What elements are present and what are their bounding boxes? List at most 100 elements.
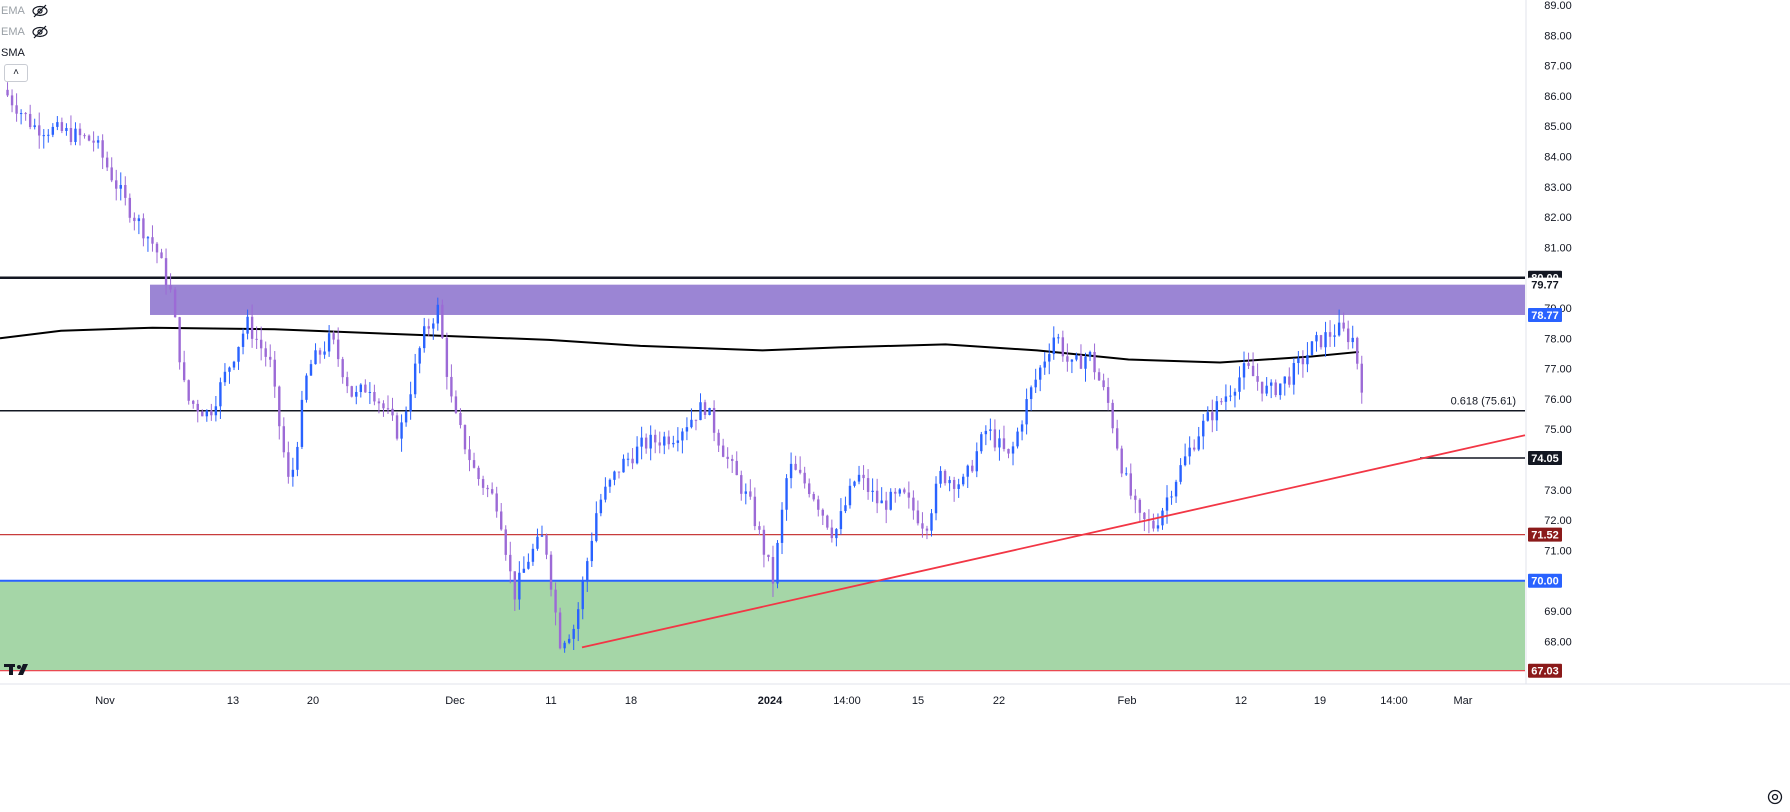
candle-body	[1269, 382, 1273, 386]
candle-body	[427, 326, 430, 329]
y-tick-label: 75.00	[1544, 424, 1572, 436]
candle-body	[1319, 335, 1323, 348]
candle-body	[386, 408, 390, 410]
candle-body	[237, 346, 240, 362]
price-label: 78.77	[1531, 310, 1559, 322]
price-label: 74.05	[1531, 453, 1559, 465]
candle-body	[282, 426, 286, 453]
candle-body	[187, 380, 190, 401]
candle-body	[305, 375, 308, 400]
candle-body	[214, 406, 218, 416]
candle-body	[1152, 520, 1155, 529]
candle-body	[1351, 337, 1354, 343]
candle-body	[776, 542, 779, 584]
legend-ema-1[interactable]: EMA	[0, 0, 49, 21]
candle-body	[1328, 332, 1332, 337]
candle-body	[1134, 495, 1137, 500]
candle-body	[1161, 510, 1164, 526]
candle-body	[273, 359, 276, 387]
candle-body	[1088, 351, 1092, 357]
candle-body	[490, 489, 494, 494]
candle-body	[1337, 322, 1341, 336]
candle-body	[749, 491, 752, 497]
candle-body	[1324, 332, 1327, 348]
candle-body	[943, 470, 947, 484]
candle-body	[975, 451, 978, 472]
candle-body	[717, 432, 720, 446]
candle-body	[1138, 499, 1142, 513]
trendline-layer	[581, 434, 1526, 649]
candle-body	[1356, 337, 1359, 364]
candle-body	[622, 458, 625, 473]
candle-body	[1016, 431, 1019, 447]
y-tick-label: 71.00	[1544, 545, 1572, 557]
candle-body	[1174, 481, 1178, 497]
candle-body	[51, 126, 55, 135]
candle-body	[767, 554, 770, 558]
x-tick-label: 12	[1235, 695, 1247, 707]
candle-body	[78, 128, 82, 136]
candle-body	[278, 386, 281, 427]
candle-body	[948, 479, 951, 484]
candle-body	[731, 458, 734, 461]
eye-off-icon[interactable]	[31, 25, 49, 39]
candle-body	[866, 478, 870, 492]
candle-body	[1260, 381, 1264, 394]
candle-body	[1220, 401, 1223, 403]
candle-body	[613, 471, 616, 480]
candle-body	[454, 396, 458, 413]
x-tick-label: 11	[545, 695, 556, 707]
candle-body	[545, 535, 548, 555]
candle-body	[753, 496, 757, 527]
candle-body	[758, 526, 761, 530]
candle-body	[712, 407, 716, 433]
candle-body	[296, 446, 299, 470]
candle-body	[789, 463, 793, 479]
candle-body	[853, 481, 856, 486]
candle-body	[359, 384, 363, 392]
candle-body	[495, 493, 498, 512]
candle-body	[332, 333, 335, 340]
candle-body	[694, 419, 698, 421]
indicator-legend: EMA EMA SMA	[0, 0, 49, 63]
candle-body	[780, 509, 784, 543]
candle-body	[744, 491, 747, 494]
x-axis-panel	[0, 684, 1790, 812]
candle-body	[1120, 448, 1123, 474]
candle-body	[649, 434, 652, 449]
legend-sma[interactable]: SMA	[0, 42, 49, 63]
candle-body	[1265, 385, 1268, 394]
candle-body	[658, 442, 661, 446]
candle-body	[309, 364, 313, 376]
y-tick-label: 77.00	[1544, 364, 1572, 376]
candle-body	[137, 218, 141, 222]
trendline	[581, 434, 1526, 649]
candle-body	[1115, 428, 1119, 449]
candle-body	[124, 185, 127, 198]
candle-body	[835, 529, 838, 539]
eye-off-icon[interactable]	[31, 4, 49, 18]
candle-body	[885, 500, 888, 510]
candle-body	[264, 348, 267, 357]
candle-body	[1129, 473, 1132, 496]
candle-body	[318, 350, 322, 355]
collapse-legend-button[interactable]: ˄	[4, 64, 28, 82]
gear-icon[interactable]	[1766, 788, 1784, 806]
candle-body	[1301, 358, 1305, 365]
y-tick-label: 78.00	[1544, 333, 1572, 345]
candle-body	[1102, 380, 1105, 388]
candle-body	[445, 337, 449, 377]
candle-body	[626, 458, 630, 460]
candle-body	[87, 135, 91, 141]
y-tick-label: 88.00	[1544, 30, 1572, 42]
candle-body	[101, 140, 104, 158]
candle-body	[269, 356, 272, 360]
legend-ema-2[interactable]: EMA	[0, 21, 49, 42]
candle-body	[382, 403, 385, 409]
candle-body	[418, 348, 421, 364]
candle-body	[1020, 424, 1024, 432]
candle-body	[246, 316, 249, 334]
candle-body	[667, 436, 670, 445]
